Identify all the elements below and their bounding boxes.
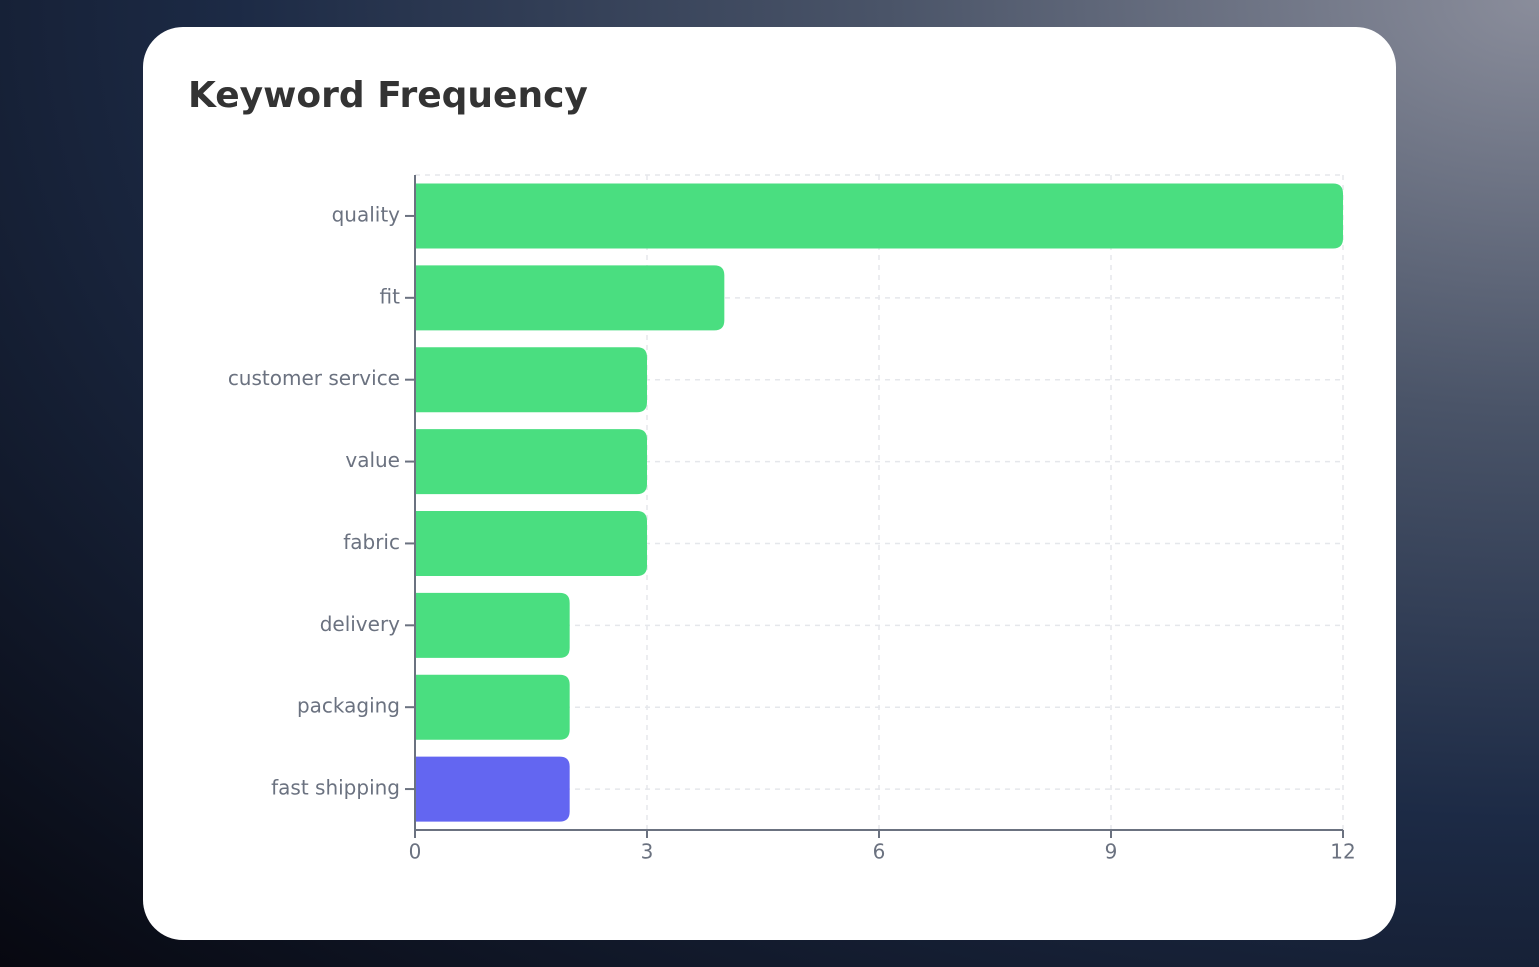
card bbox=[143, 27, 1396, 940]
bar bbox=[415, 510, 647, 576]
x-tick-label: 0 bbox=[409, 840, 422, 864]
bar bbox=[415, 429, 647, 495]
y-tick-label: fast shipping bbox=[271, 776, 400, 800]
y-tick-label: packaging bbox=[297, 694, 400, 718]
y-tick-label: value bbox=[345, 448, 400, 472]
bar bbox=[415, 674, 570, 740]
y-tick-label: fit bbox=[380, 284, 401, 308]
chart-title: Keyword Frequency bbox=[188, 75, 588, 116]
x-tick-label: 9 bbox=[1105, 840, 1118, 864]
y-tick-label: customer service bbox=[228, 366, 400, 390]
x-tick-label: 3 bbox=[641, 840, 654, 864]
bar bbox=[415, 592, 570, 658]
bar bbox=[415, 265, 725, 331]
x-tick-label: 6 bbox=[873, 840, 886, 864]
y-tick-label: delivery bbox=[320, 612, 400, 636]
bar bbox=[415, 347, 647, 413]
y-tick-label: quality bbox=[332, 202, 401, 226]
x-tick-label: 12 bbox=[1330, 840, 1355, 864]
bar bbox=[415, 756, 570, 822]
bar bbox=[415, 183, 1343, 249]
y-tick-label: fabric bbox=[343, 530, 400, 554]
